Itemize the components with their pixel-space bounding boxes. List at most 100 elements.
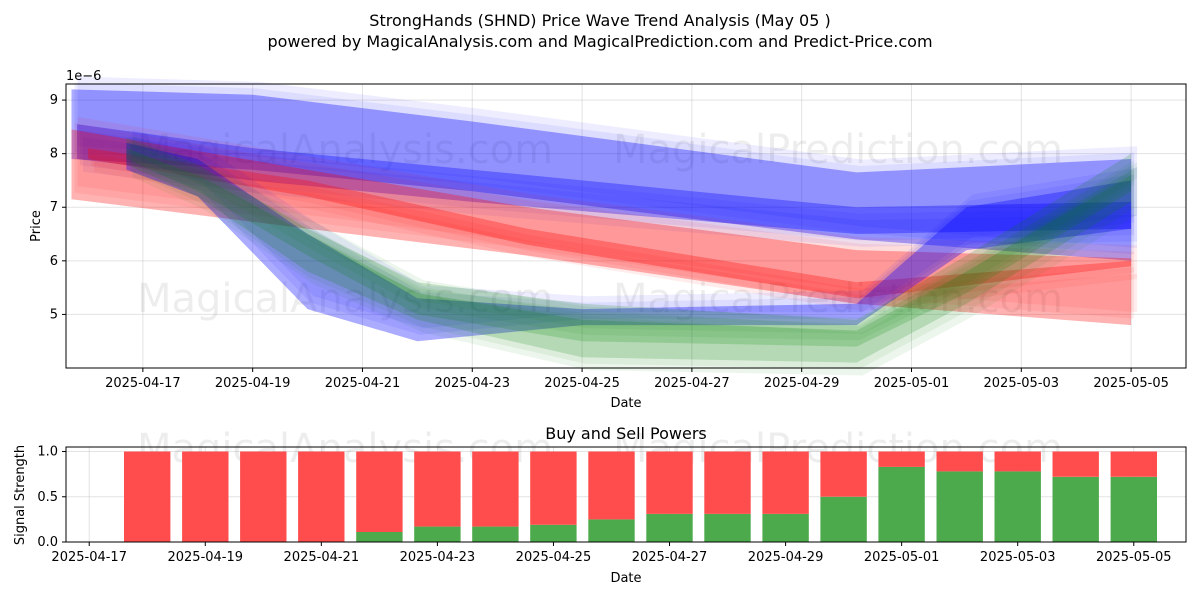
price-y-axis-label: Price [29,210,44,242]
sell-bar [182,451,229,542]
buy-bar [994,471,1041,542]
buy-sell-title: Buy and Sell Powers [545,424,707,443]
price-x-tick-label: 2025-04-29 [764,376,840,391]
buy-bar [820,496,867,542]
buy-sell-chart: Buy and Sell Powers MagicalAnalysis.com … [13,424,1187,586]
buy-sell-x-tick-label: 2025-05-03 [980,550,1056,565]
price-plot-frame [65,83,1187,369]
figure-subtitle: powered by MagicalAnalysis.com and Magic… [267,32,932,51]
price-y-offset-label: 1e−6 [66,69,101,84]
price-plot-area [66,84,1186,368]
buy-sell-x-tick-label: 2025-04-17 [51,550,127,565]
buy-sell-x-tick-label: 2025-04-19 [167,550,243,565]
price-band-green [126,137,1132,363]
buy-sell-x-tick-label: 2025-04-23 [400,550,476,565]
buy-sell-y-tick-label: 0.5 [37,490,58,505]
sell-bar [298,451,345,542]
price-band-echo [129,136,1135,335]
price-band-blue [126,142,1132,342]
buy-bar [762,514,809,542]
buy-bar [530,524,577,542]
sell-bar [240,451,287,542]
buy-bar [936,471,983,542]
price-band-echo [129,141,1135,341]
sell-bar [1110,451,1157,477]
price-y-tick-label: 7 [50,200,58,215]
price-y-axis: 5 6 7 8 9 [50,93,66,322]
price-band-echo [132,150,1138,376]
sell-bar [762,451,809,514]
price-y-tick-label: 8 [50,147,58,162]
sell-bar [472,451,519,527]
price-x-tick-label: 2025-05-05 [1093,376,1169,391]
price-band-echo [132,130,1138,329]
sell-bar [936,451,983,472]
price-x-tick-label: 2025-04-17 [105,376,181,391]
buy-bar [356,532,403,542]
price-band-echo [74,123,1135,319]
sell-bar [588,451,635,520]
price-band-echo [80,130,1135,241]
price-wave-chart: MagicalAnalysis.com MagicalPrediction.co… [29,69,1187,411]
price-band-echo [77,116,1138,313]
price-x-tick-label: 2025-05-03 [984,376,1060,391]
sell-bar [704,451,751,514]
watermark-text: MagicalPrediction.com [613,127,1063,173]
buy-sell-x-tick-label: 2025-05-01 [864,550,940,565]
buy-sell-x-tick-label: 2025-05-05 [1096,550,1172,565]
buy-bar [472,526,519,542]
buy-sell-y-axis-label: Signal Strength [13,445,28,545]
buy-bar [646,514,693,542]
price-band-blue [71,89,1132,261]
sell-bar [414,451,461,527]
sell-bar [124,451,171,542]
price-y-tick-label: 6 [50,254,58,269]
buy-sell-x-tick-label: 2025-04-25 [516,550,592,565]
buy-sell-x-tick-label: 2025-04-27 [632,550,708,565]
watermark-text: MagicalAnalysis.com [137,276,553,322]
buy-sell-x-tick-label: 2025-04-21 [284,550,360,565]
buy-bar [414,526,461,542]
buy-sell-y-tick-label: 1.0 [37,445,58,460]
watermark-text: MagicalPrediction.com [613,276,1063,322]
sell-bar [994,451,1041,472]
price-band-echo [132,135,1138,334]
price-y-tick-label: 5 [50,307,58,322]
price-x-tick-label: 2025-05-01 [874,376,950,391]
buy-bar [1110,476,1157,542]
buy-sell-x-axis-label: Date [610,571,641,586]
sell-bar [878,451,925,467]
buy-bar [878,466,925,542]
price-y-tick-label: 9 [50,93,58,108]
sell-bar [356,451,403,532]
buy-sell-y-axis: 0.0 0.5 1.0 [37,445,66,550]
buy-sell-y-tick-label: 0.0 [37,535,58,550]
buy-sell-plot-frame [65,446,1187,543]
price-band-blue [77,124,1132,234]
watermark-text: MagicalAnalysis.com [137,127,553,173]
price-band-echo [77,76,1138,248]
price-band-red [71,129,1132,326]
sell-bar [1052,451,1099,477]
price-x-axis: 2025-04-17 2025-04-19 2025-04-21 2025-04-23… [105,368,1169,391]
figure-title: StrongHands (SHND) Price Wave Trend Anal… [369,11,830,30]
sell-bar [820,451,867,497]
price-x-tick-label: 2025-04-25 [544,376,620,391]
buy-bar [704,514,751,542]
price-x-axis-label: Date [610,396,641,411]
price-watermarks: MagicalAnalysis.com MagicalPrediction.co… [137,127,1063,322]
price-band-echo [74,82,1135,255]
sell-bar [646,451,693,514]
price-band-echo [83,137,1138,247]
price-x-tick-label: 2025-04-23 [434,376,510,391]
buy-bar [1052,476,1099,542]
sell-bar [530,451,577,525]
buy-bar [588,519,635,542]
price-bands [71,76,1138,376]
price-x-tick-label: 2025-04-21 [325,376,401,391]
price-x-tick-label: 2025-04-19 [215,376,291,391]
price-x-tick-label: 2025-04-27 [654,376,730,391]
price-band-echo [129,144,1135,370]
buy-sell-bars [124,451,1157,542]
